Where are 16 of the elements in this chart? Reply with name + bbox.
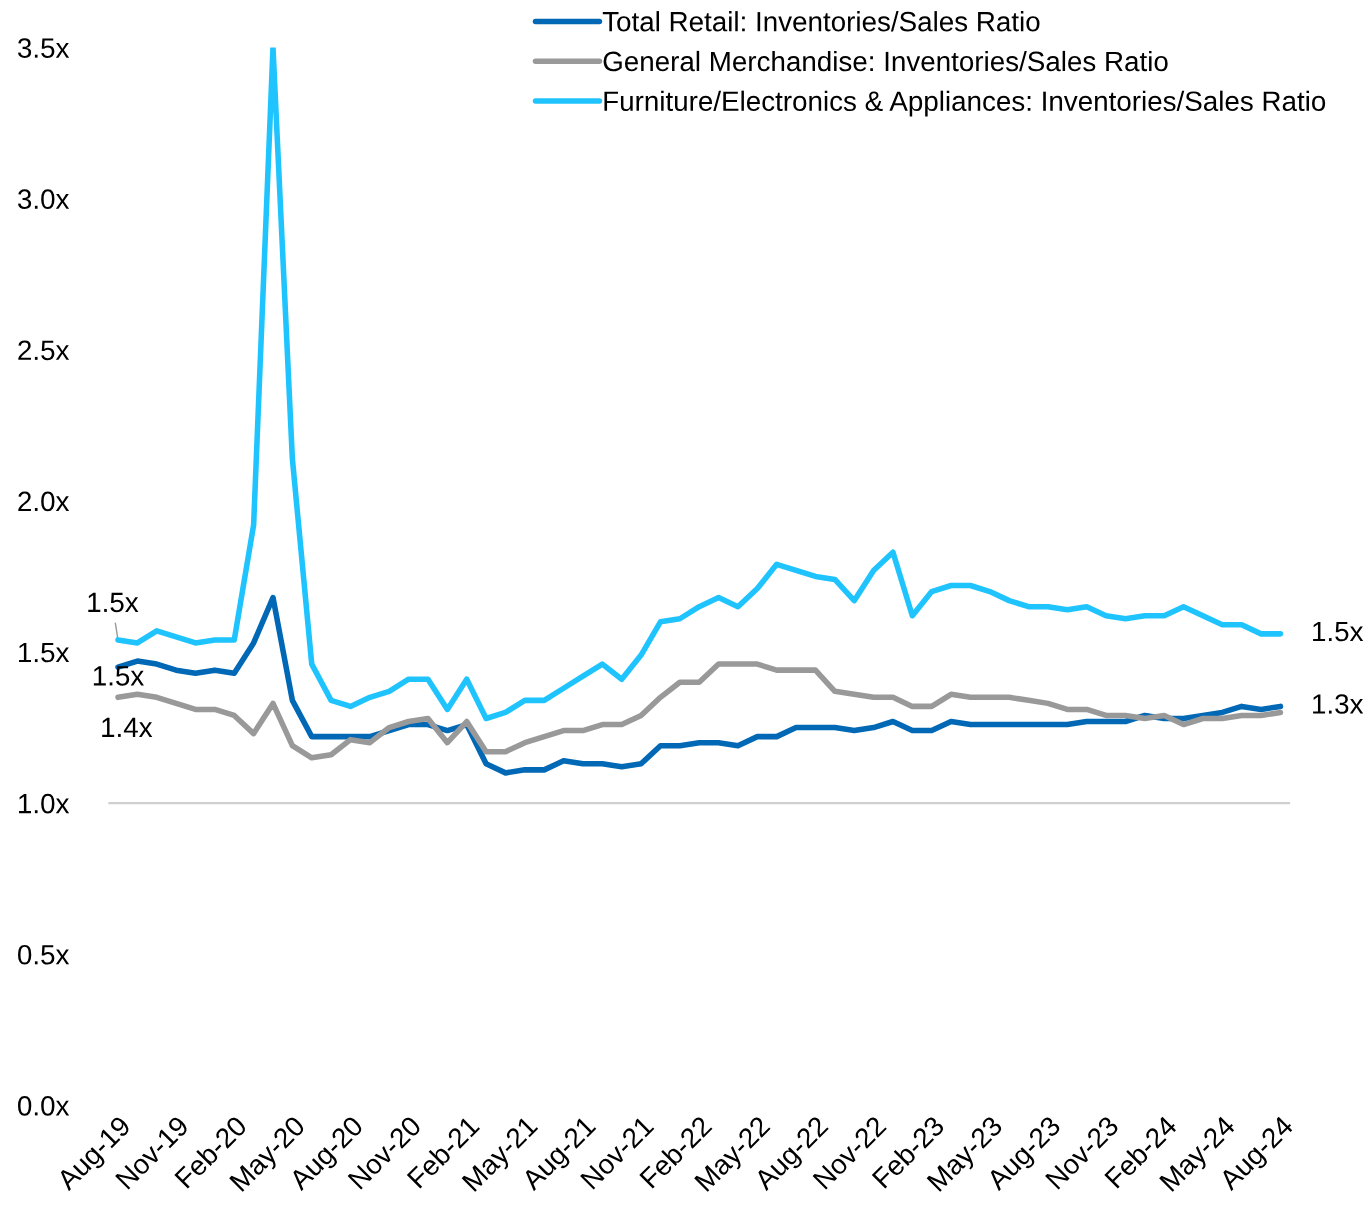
annotation: 1.3x	[1313, 694, 1364, 714]
legend-label: Furniture/Electronics & Appliances: Inventories/Sales Ratio	[604, 90, 1326, 117]
y-tick-label: 3.0x	[17, 189, 70, 210]
y-tick-label: 3.5x	[17, 38, 70, 58]
y-tick-label: 2.5x	[18, 340, 70, 361]
y-tick-label: 2.0x	[18, 491, 70, 512]
y-tick-label: 0.5x	[18, 944, 70, 965]
y-tick-label: 0.0x	[18, 1095, 70, 1116]
y-tick-label: 1.5x	[19, 642, 70, 663]
annotation: 1.5x	[88, 592, 139, 613]
annotation: 1.4x	[102, 717, 153, 737]
annotation: 1.5x	[93, 666, 144, 686]
y-tick-label: 1.0x	[19, 793, 70, 814]
legend-label: General Merchandise: Inventories/Sales Ratio	[603, 50, 1168, 72]
annotation: 1.5x	[1313, 621, 1364, 642]
legend-label: Total Retail: Inventories/Sales Ratio	[602, 11, 1040, 32]
